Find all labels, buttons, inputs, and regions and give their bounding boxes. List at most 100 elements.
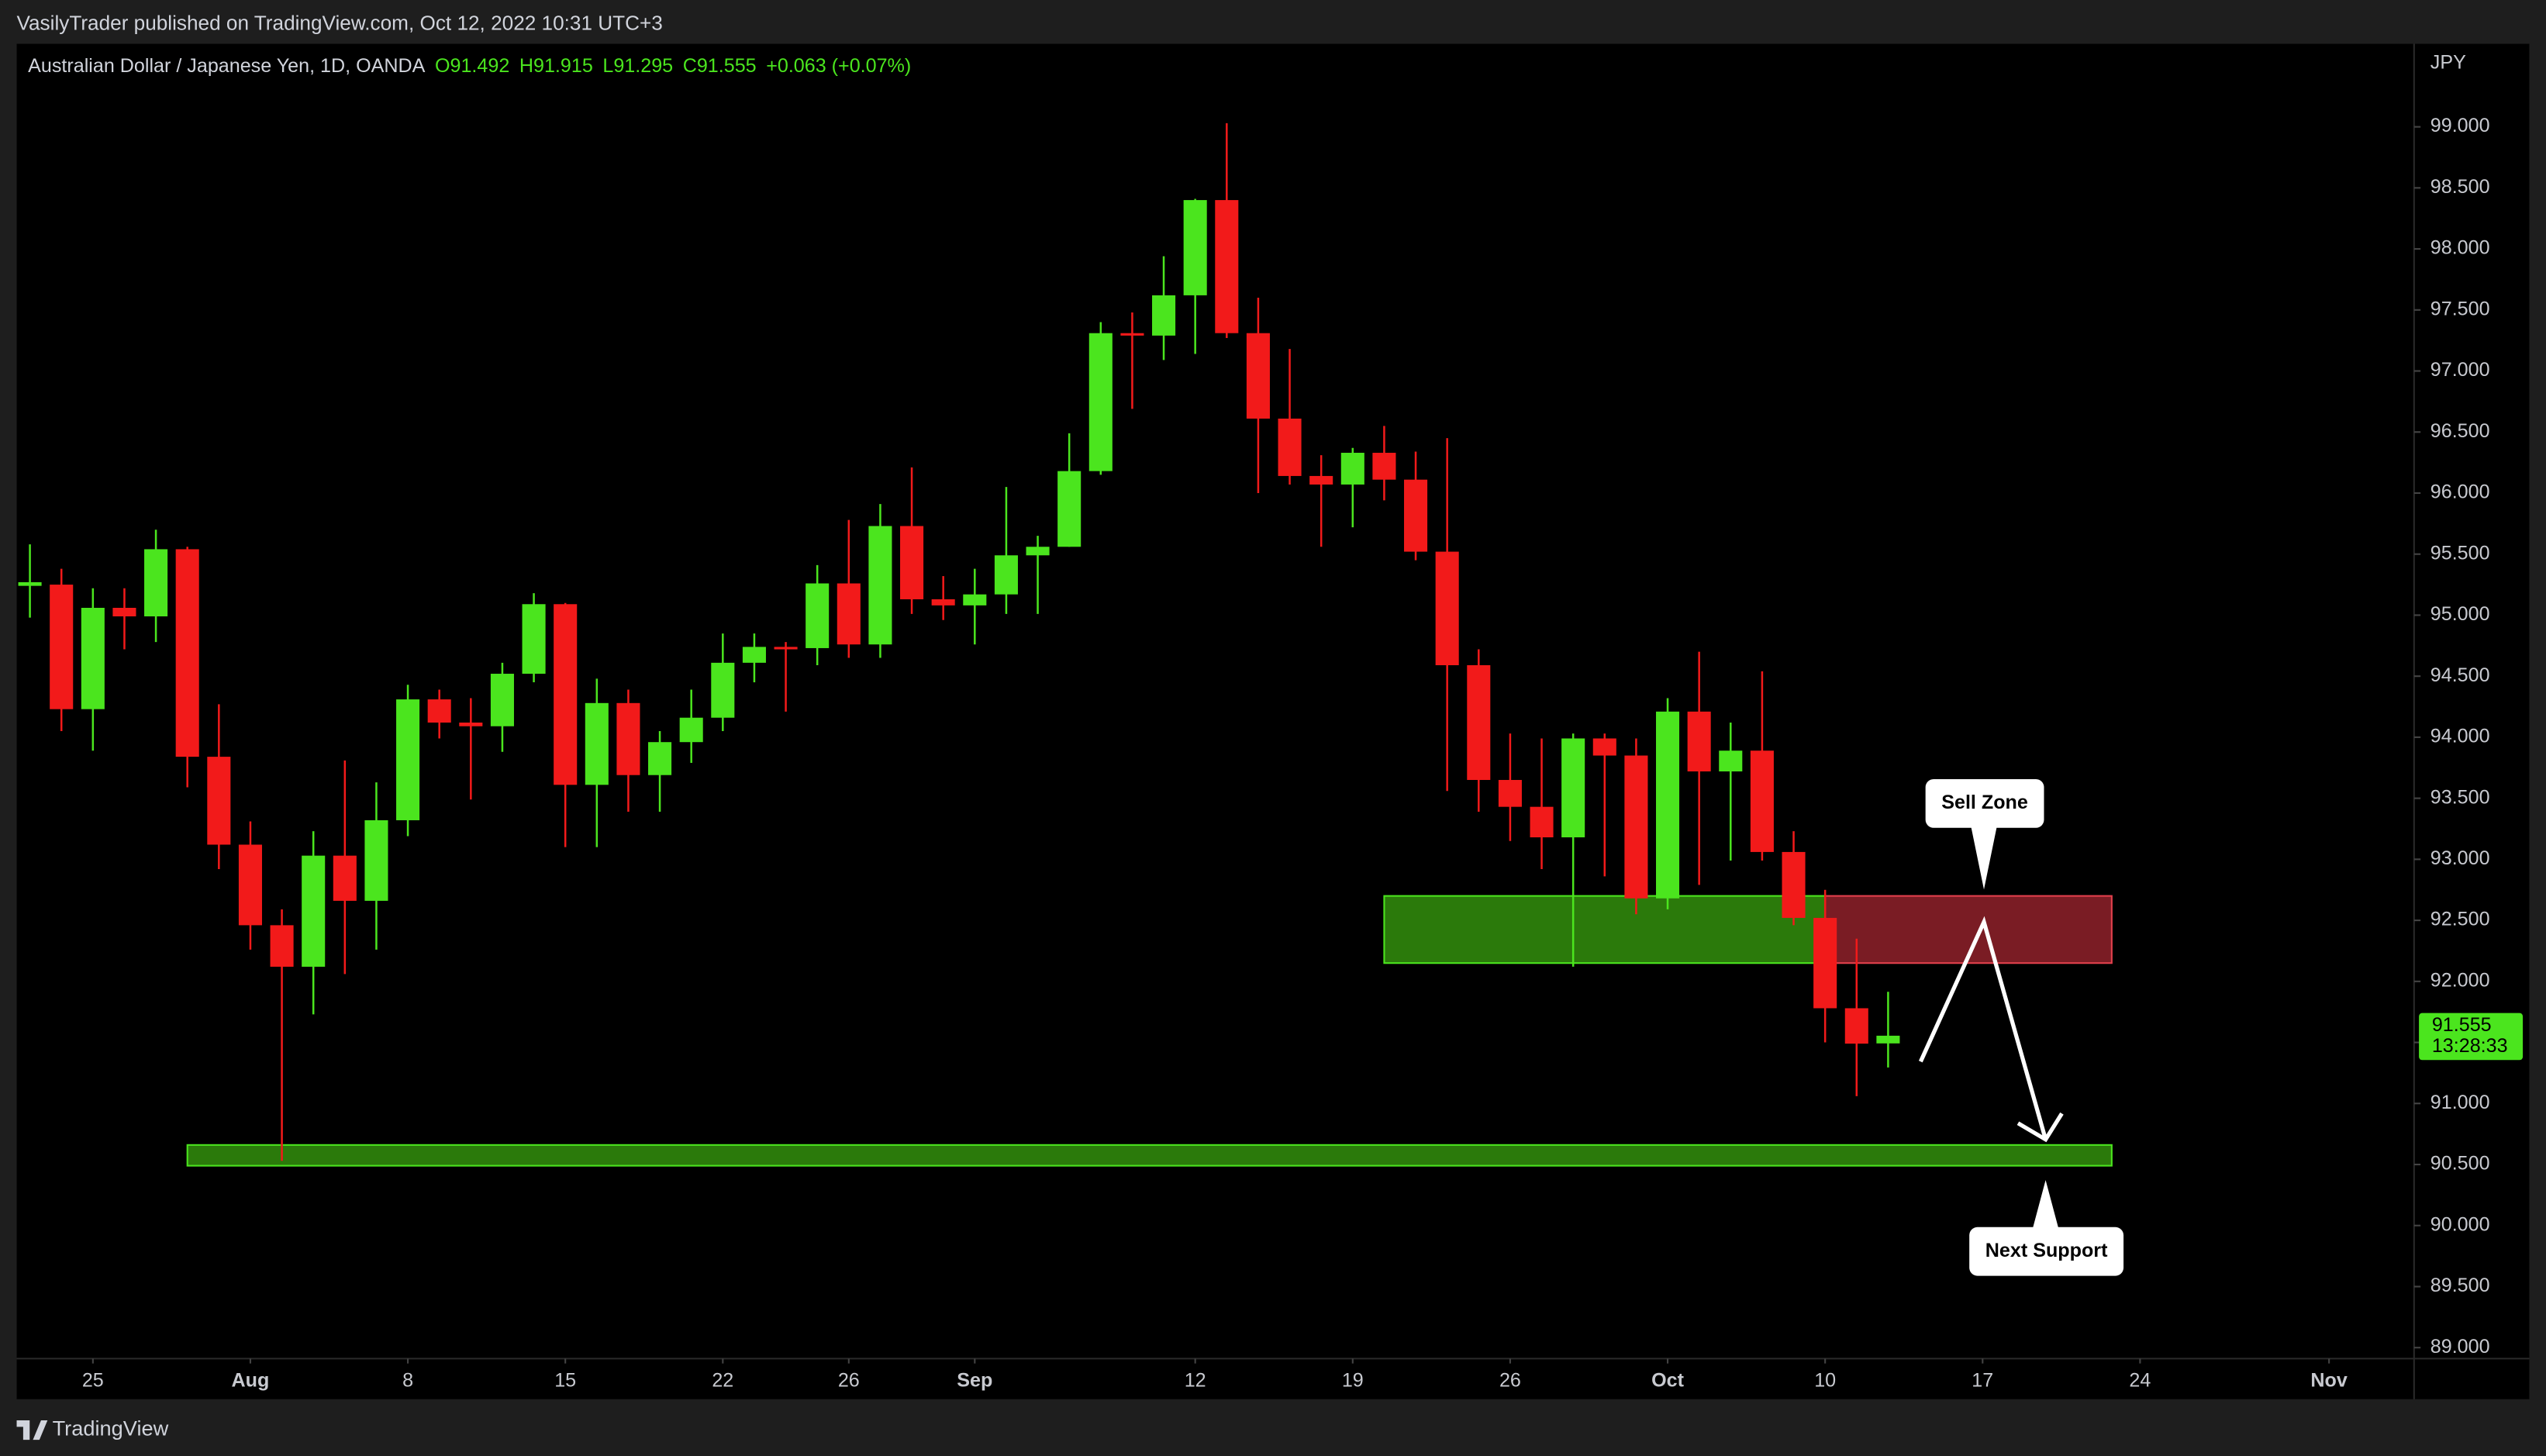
candle-body [50,585,74,709]
zone [1383,895,1827,964]
candle-body [1624,755,1648,899]
candle-body [1309,475,1333,485]
candle-body [1782,851,1806,918]
zone [186,1144,2113,1167]
x-tick-label: 26 [1499,1369,1521,1391]
y-tick-label: 97.500 [2430,298,2490,319]
candle-body [1278,418,1302,476]
candle-body [931,599,955,606]
candle-body [1750,750,1774,852]
callout-pointer [1971,826,1997,890]
y-tick-label: 94.000 [2430,726,2490,747]
candle-body [1152,295,1176,336]
candle-body [1088,333,1113,471]
candle-body [1876,1035,1900,1044]
candle-body [207,757,231,845]
published-note: VasilyTrader published on TradingView.co… [17,11,663,34]
candle-body [616,702,640,775]
candle-body [490,674,514,726]
x-tick-label: Nov [2310,1369,2347,1391]
legend-open: O91.492 [435,54,509,76]
candle-body [963,594,987,606]
candle-body [1404,479,1428,552]
candle-body [1813,917,1837,1009]
x-tick-label: 12 [1185,1369,1206,1391]
candle-body [1719,750,1743,771]
x-tick-label: 24 [2129,1369,2151,1391]
callout-box [1969,1227,2124,1276]
candle-body [868,526,892,645]
countdown: 13:28:33 [2432,1035,2508,1057]
candle-body [1467,665,1491,781]
legend-change: +0.063 (+0.07%) [766,54,911,76]
candle-body [994,555,1018,595]
candle-body [112,607,136,617]
candle-body [1656,711,1680,899]
x-tick-label: Aug [232,1369,270,1391]
legend-close: C91.555 [683,54,757,76]
y-tick-label: 99.000 [2430,115,2490,136]
candle-body [302,855,326,967]
legend: Australian Dollar / Japanese Yen, 1D, OA… [28,54,911,76]
chart-pane [16,43,2530,1399]
candle-body [270,925,294,967]
symbol: Australian Dollar / Japanese Yen, 1D, OA… [28,54,425,76]
candle-body [1561,738,1585,838]
candle-body [81,607,105,709]
y-tick-label: 91.000 [2430,1092,2490,1113]
candle-body [1592,738,1616,756]
x-tick-label: 22 [712,1369,733,1391]
candle-body [1026,547,1050,556]
candle-body [900,526,924,599]
candle-body [522,604,546,675]
candle-body [837,583,861,645]
callout-box [1925,778,2044,828]
y-tick-label: 98.000 [2430,237,2490,259]
x-tick-label: 17 [1972,1369,1993,1391]
candle-body [1057,471,1082,547]
candle-body [1183,200,1207,295]
candle-body [585,702,609,785]
candle-body [711,662,735,718]
price-tag [2419,1013,2524,1061]
y-tick-label: 90.500 [2430,1153,2490,1175]
brand-logo: TradingView [16,1416,169,1440]
y-tick-label: 96.500 [2430,420,2490,442]
callout-pointer [2032,1180,2059,1229]
candle-body [144,549,168,617]
candle-body [1844,1008,1868,1044]
candle-body [554,604,578,785]
x-tick-label: 10 [1814,1369,1836,1391]
candle-body [18,581,42,586]
logo-icon [16,1420,48,1440]
y-tick-label: 97.000 [2430,359,2490,381]
candle-body [1120,333,1144,336]
candle-body [238,844,262,926]
x-tick-label: 25 [82,1369,104,1391]
candle-body [333,855,357,901]
price-tag-label: 91.555 [2432,1014,2492,1036]
y-tick-label: 92.000 [2430,969,2490,991]
candle-body [1340,453,1364,485]
candle-body [806,583,830,648]
candle-body [1530,806,1554,838]
candle-body [396,699,420,820]
brand: TradingView [53,1416,169,1440]
x-tick-label: 26 [838,1369,860,1391]
y-tick-label: 94.500 [2430,664,2490,686]
candle-body [1435,551,1459,666]
candle-body [1498,780,1522,807]
annotation: Next Support [1985,1240,2108,1261]
plot: 89.00089.50090.00090.50091.00091.50092.0… [18,115,2490,1391]
annotation: Sell Zone [1941,792,2028,813]
x-tick-label: 8 [402,1369,413,1391]
y-tick-label: 93.500 [2430,786,2490,808]
candle-body [459,723,483,726]
candle-body [1215,200,1239,333]
candle-body [427,699,451,723]
candle-body [679,717,703,743]
candle-body [1687,711,1711,771]
legend-high: H91.915 [519,54,593,76]
x-tick-label: Sep [957,1369,992,1391]
